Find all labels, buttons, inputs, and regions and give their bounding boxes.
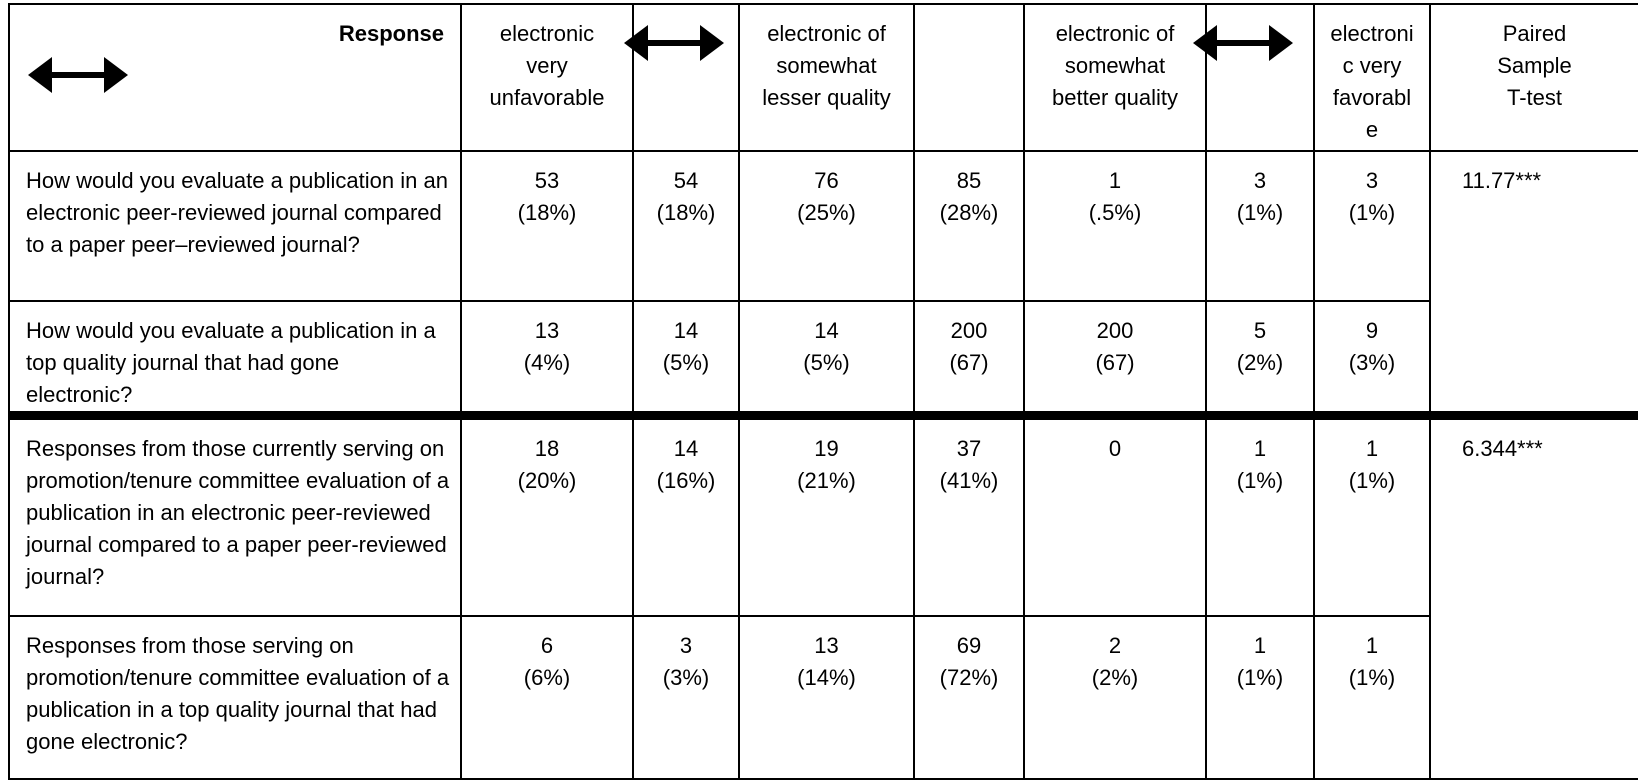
header-very-favorable: electroni c very favorabl e (1313, 3, 1431, 152)
value-cell: 3 (1%) (1236, 168, 1284, 225)
response-header: Response (8, 3, 462, 152)
header-arrow-cell-1 (624, 3, 740, 152)
value-cell: 19 (21%) (797, 436, 856, 493)
value-cell: 6 (6%) (523, 632, 571, 690)
value-cell: 14 (5%) (662, 318, 710, 375)
value-cell: 76 (25%) (797, 168, 856, 225)
value-cell: 9 (3%) (1348, 318, 1396, 375)
double-headed-arrow-icon (1193, 25, 1293, 61)
response-label: Response (338, 21, 444, 46)
value-cell: 1 (1%) (1236, 436, 1284, 493)
header-somewhat-better: electronic of somewhat better quality (1023, 3, 1207, 152)
value-cell: 3 (3%) (662, 632, 710, 690)
value-cell: 37 (41%) (939, 436, 999, 493)
header-very-unfavorable: electronic very unfavorable (460, 3, 634, 152)
value-cell: 54 (18%) (656, 168, 716, 225)
value-cell: 53 (18%) (517, 168, 577, 225)
value-cell: 200 (67) (949, 318, 989, 375)
table-row: Responses from those currently serving o… (8, 411, 1638, 780)
value-cell: 5 (2%) (1236, 318, 1284, 375)
value-cell: 1 (1%) (1236, 632, 1284, 690)
header-paired-t-test: Paired Sample T-test (1429, 3, 1638, 152)
question-cell: How would you evaluate a publication in … (8, 150, 462, 302)
table-row: Responses from those serving on promotio… (8, 614, 1638, 780)
t-test-value: 6.344*** (1462, 436, 1543, 461)
value-cell: 3 (1%) (1348, 168, 1396, 225)
value-cell: 2 (2%) (1091, 632, 1139, 690)
value-cell: 14 (16%) (656, 436, 716, 493)
value-cell: 69 (72%) (939, 632, 999, 690)
value-cell: 1 (.5%) (1088, 168, 1142, 225)
value-cell: 14 (5%) (803, 318, 850, 375)
double-headed-arrow-icon (28, 57, 128, 93)
question-cell: How would you evaluate a publication in … (8, 300, 462, 417)
value-cell: 85 (28%) (939, 168, 999, 225)
value-cell: 200 (67) (1095, 318, 1135, 375)
value-cell: 18 (20%) (517, 436, 577, 493)
header-somewhat-lesser: electronic of somewhat lesser quality (738, 3, 915, 152)
double-headed-arrow-icon (624, 25, 724, 61)
table-row: How would you evaluate a publication in … (8, 300, 1638, 417)
header-arrow-cell-2 (1193, 3, 1315, 152)
header-row: Response electronic very unfavorable ele… (8, 3, 1638, 152)
value-cell: 1 (1%) (1348, 436, 1396, 493)
table-row: How would you evaluate a publication in … (8, 150, 1638, 417)
t-test-value: 11.77*** (1462, 168, 1542, 193)
question-cell: Responses from those serving on promotio… (8, 614, 462, 780)
value-cell: 13 (4%) (523, 318, 571, 375)
header-empty-cell (913, 3, 1025, 152)
value-cell: 1 (1%) (1348, 632, 1396, 690)
question-cell: Responses from those currently serving o… (8, 411, 462, 617)
survey-results-table: Response electronic very unfavorable ele… (8, 3, 1638, 780)
value-cell: 0 (1108, 436, 1122, 461)
value-cell: 13 (14%) (797, 632, 856, 690)
